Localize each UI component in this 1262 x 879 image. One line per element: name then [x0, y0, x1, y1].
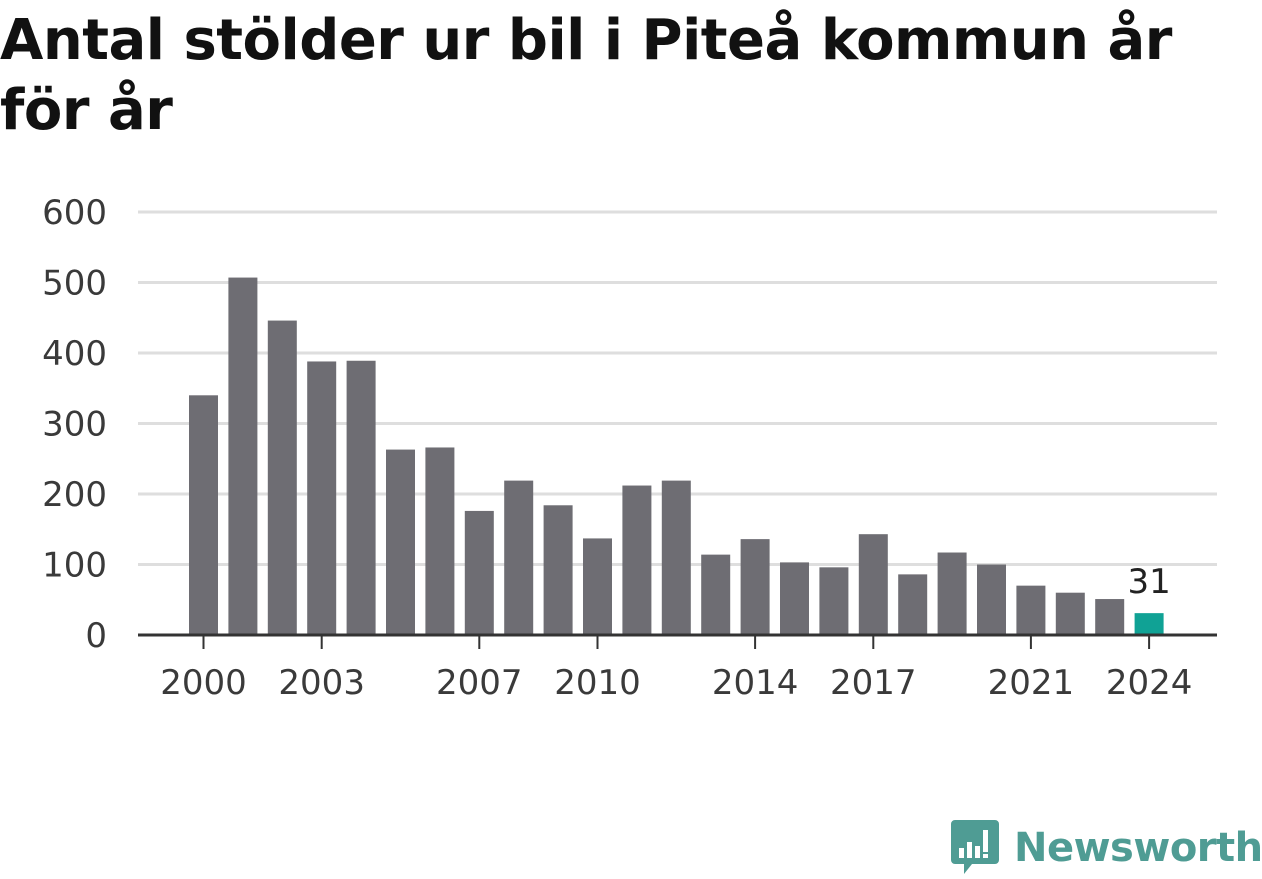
bar-2011 [622, 485, 652, 635]
bar-2009 [543, 505, 573, 635]
y-tick-label: 200 [42, 475, 107, 515]
y-tick-label: 400 [42, 334, 107, 374]
bar-2014 [740, 539, 770, 635]
bar-2005 [386, 449, 415, 635]
chart-title: Antal stölder ur bil i Piteå kommun år f… [0, 8, 1172, 143]
x-tick-label: 2000 [160, 663, 247, 703]
x-tick-label: 2010 [554, 663, 641, 703]
bar-2002 [267, 320, 297, 635]
bar-2008 [504, 480, 534, 635]
y-tick-label: 300 [42, 405, 107, 445]
bar-2021 [1016, 585, 1046, 635]
bar-2017 [858, 534, 888, 635]
x-tick-label: 2024 [1106, 663, 1193, 703]
y-tick-label: 100 [42, 546, 107, 586]
y-tick-label: 600 [42, 193, 107, 233]
bar-2003 [307, 361, 337, 635]
bar-2015 [780, 562, 809, 635]
bar-2012 [661, 480, 691, 635]
bar-2020 [977, 564, 1006, 635]
bar-2000 [189, 395, 218, 635]
brand-name: Newsworthy [1014, 825, 1262, 871]
bar-2016 [819, 567, 849, 635]
bar-2023 [1095, 599, 1125, 635]
x-tick-label: 2021 [988, 663, 1075, 703]
bar-2001 [228, 277, 258, 635]
y-tick-label: 500 [42, 264, 107, 304]
bar-2013 [701, 554, 731, 635]
bars [189, 277, 1164, 635]
y-tick-label: 0 [85, 616, 107, 656]
x-tick-label: 2003 [278, 663, 365, 703]
x-tick-label: 2017 [830, 663, 917, 703]
bar-2019 [937, 552, 967, 635]
x-tick-label: 2014 [712, 663, 799, 703]
bar-2010 [583, 538, 612, 635]
bar-2006 [425, 447, 455, 635]
x-tick-label: 2007 [436, 663, 523, 703]
newsworthy-logo: Newsworthy [950, 818, 1262, 878]
bar-2022 [1055, 592, 1085, 635]
newsworthy-logo-icon [951, 820, 999, 874]
data-label: 31 [1127, 562, 1170, 602]
bar-2018 [898, 574, 928, 635]
axis-labels: 0 100 200 300 400 500 600 31 2000 2003 2007 2010 201… [42, 193, 1192, 703]
x-axis [138, 633, 1217, 649]
bar-2024 [1134, 613, 1164, 635]
bar-2007 [464, 510, 494, 635]
bar-2004 [346, 360, 376, 635]
